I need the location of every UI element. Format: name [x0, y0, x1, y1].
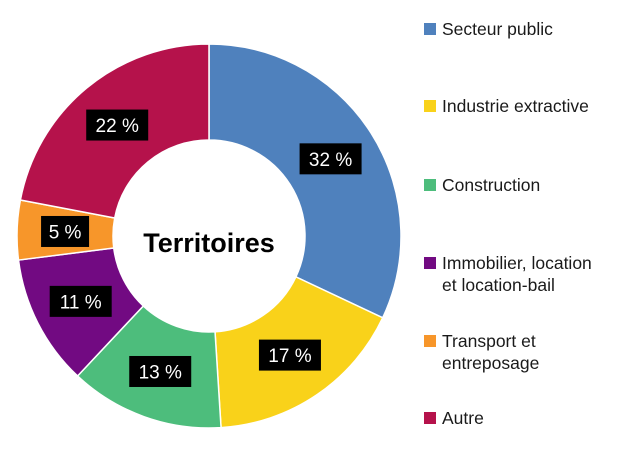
legend-item-transport: Transport et entreposage — [424, 330, 539, 374]
data-label-text: 32 % — [309, 150, 352, 171]
legend-label: Transport et entreposage — [442, 331, 540, 373]
legend-label: Autre — [442, 408, 484, 428]
data-label: 11 % — [49, 285, 112, 317]
legend-label: Immobilier, location et location-bail — [442, 253, 592, 295]
legend-swatch-icon — [424, 179, 436, 191]
data-label-box — [129, 355, 192, 387]
donut-slice-secteur-public — [208, 43, 402, 319]
legend-item-construction: Construction — [424, 174, 540, 196]
legend-swatch-icon — [424, 100, 436, 112]
legend-swatch-icon — [424, 412, 436, 424]
data-label: 13 % — [129, 355, 192, 387]
data-label-box — [49, 285, 112, 317]
legend-item-autre: Autre — [424, 407, 484, 429]
legend-item-secteur-public: Secteur public — [424, 18, 553, 40]
legend-item-immobilier: Immobilier, location et location-bail — [424, 252, 592, 296]
legend-swatch-icon — [424, 23, 436, 35]
data-label-text: 22 % — [96, 116, 139, 137]
legend-swatch-icon — [424, 335, 436, 347]
slice-labels: 32 % 17 % 13 % 11 % 5 % 22 % — [41, 109, 362, 387]
legend-item-industrie-extractive: Industrie extractive — [424, 95, 589, 117]
data-label: 17 % — [258, 339, 321, 371]
data-label-text: 13 % — [139, 362, 182, 383]
legend-label: Secteur public — [442, 19, 553, 39]
data-label-text: 17 % — [268, 346, 311, 367]
data-label-text: 11 % — [60, 292, 102, 313]
data-label-box — [258, 339, 321, 371]
data-label-box — [41, 215, 90, 247]
legend-label: Industrie extractive — [442, 96, 589, 116]
legend: Secteur public Industrie extractive Cons… — [424, 0, 630, 450]
data-label-box — [86, 109, 149, 141]
data-label: 5 % — [41, 215, 90, 247]
legend-label: Construction — [442, 175, 541, 195]
legend-swatch-icon — [424, 257, 436, 269]
center-label: Territoires — [143, 228, 275, 258]
data-label-text: 5 % — [49, 222, 82, 243]
data-label: 32 % — [299, 143, 362, 175]
data-label-box — [299, 143, 362, 175]
data-label: 22 % — [86, 109, 149, 141]
